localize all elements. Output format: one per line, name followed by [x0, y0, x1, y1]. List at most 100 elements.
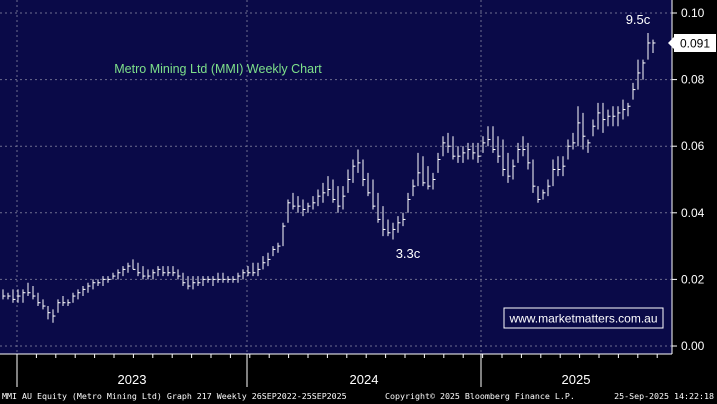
ohlc-bar: [97, 279, 101, 287]
ohlc-bar: [357, 149, 361, 173]
ohlc-bar: [432, 172, 436, 190]
ohlc-bar: [12, 289, 16, 303]
ohlc-bar: [482, 136, 486, 153]
last-price-pointer: [668, 37, 674, 49]
ohlc-bar: [207, 276, 211, 283]
footer-copyright: Copyright© 2025 Bloomberg Finance L.P.: [385, 391, 575, 401]
x-year-label: 2024: [350, 372, 379, 387]
ohlc-bar: [227, 276, 231, 283]
ohlc-bar: [102, 276, 106, 287]
ohlc-bar: [417, 152, 421, 187]
ohlc-bar: [182, 272, 186, 287]
ohlc-bar: [137, 262, 141, 277]
y-tick-label: 0.02: [681, 272, 705, 286]
ohlc-bar: [267, 252, 271, 267]
annotation-high-label: 9.5c: [626, 12, 651, 27]
ohlc-bar: [262, 256, 266, 270]
ohlc-bar: [347, 169, 351, 193]
ohlc-bar: [282, 222, 286, 247]
ohlc-bar: [172, 266, 176, 277]
ohlc-bar: [547, 179, 551, 197]
y-tick-label: 0.00: [681, 339, 705, 353]
ohlc-bar: [612, 106, 616, 127]
ohlc-bar: [617, 106, 621, 127]
ohlc-bar: [52, 309, 56, 323]
ohlc-bar: [37, 292, 41, 307]
ohlc-bar: [297, 196, 301, 213]
ohlc-bar: [152, 269, 156, 280]
ohlc-bar: [557, 156, 561, 177]
ohlc-bar: [552, 159, 556, 187]
ohlc-bar: [237, 272, 241, 283]
ohlc-bar: [572, 132, 576, 150]
ohlc-bar: [57, 299, 61, 313]
ohlc-bar: [312, 196, 316, 210]
ohlc-bar: [307, 202, 311, 213]
ohlc-bar: [452, 136, 456, 160]
ohlc-bar: [302, 199, 306, 217]
ohlc-bar: [577, 106, 581, 147]
ohlc-bar: [62, 296, 66, 307]
x-year-label: 2023: [118, 372, 147, 387]
ohlc-bar: [92, 279, 96, 290]
ohlc-bar: [372, 179, 376, 210]
ohlc-bar: [217, 272, 221, 283]
ohlc-bar: [17, 289, 21, 303]
ohlc-bar: [442, 136, 446, 157]
ohlc-bar: [87, 282, 91, 293]
annotation-low-label: 3.3c: [396, 246, 421, 261]
ohlc-bar: [212, 276, 216, 287]
ohlc-bar: [162, 266, 166, 277]
ohlc-bar: [242, 269, 246, 280]
x-axis: 2023 2024 2025: [0, 353, 672, 387]
ohlc-bar: [562, 156, 566, 177]
ohlc-bar: [602, 102, 606, 133]
ohlc-bar: [32, 286, 36, 300]
watermark-url: www.marketmatters.com.au: [508, 312, 657, 326]
ohlc-bar: [187, 276, 191, 290]
y-tick-label: 0.04: [681, 206, 705, 220]
ohlc-bar: [272, 246, 276, 257]
ohlc-bar: [252, 262, 256, 277]
ohlc-bar: [112, 272, 116, 280]
ohlc-bar: [82, 286, 86, 297]
x-year-label: 2025: [562, 372, 591, 387]
ohlc-bar: [492, 126, 496, 153]
ohlc-bar: [597, 102, 601, 130]
ohlc-bar: [507, 152, 511, 183]
last-price-value: 0.091: [680, 37, 710, 51]
ohlc-bar: [607, 109, 611, 127]
watermark-box[interactable]: www.marketmatters.com.au: [503, 307, 664, 329]
ohlc-bar: [637, 59, 641, 90]
ohlc-bar: [537, 186, 541, 203]
ohlc-bar: [627, 102, 631, 117]
ohlc-bar: [362, 159, 366, 187]
ohlc-bar: [502, 139, 506, 177]
ohlc-bar: [117, 269, 121, 280]
ohlc-bar: [487, 126, 491, 147]
ohlc-bar: [382, 206, 386, 237]
ohlc-bar: [132, 259, 136, 270]
ohlc-bar: [42, 299, 46, 310]
ohlc-bar: [47, 306, 51, 320]
y-tick-label: 0.06: [681, 139, 705, 153]
ohlc-bar: [467, 142, 471, 160]
ohlc-bar: [317, 189, 321, 207]
last-price-box: [674, 34, 716, 52]
ohlc-bar: [332, 179, 336, 203]
ohlc-bar: [622, 99, 626, 120]
footer-timestamp: 25-Sep-2025 14:22:18: [614, 391, 714, 401]
ohlc-bar: [222, 272, 226, 283]
ohlc-bar: [342, 186, 346, 210]
chart-title: Metro Mining Ltd (MMI) Weekly Chart: [114, 62, 322, 76]
y-tick-label: 0.10: [681, 6, 705, 20]
ohlc-bar: [277, 242, 281, 253]
ohlc-bar: [647, 32, 651, 60]
ohlc-bar: [147, 269, 151, 280]
ohlc-bar: [352, 159, 356, 183]
ohlc-bar: [77, 289, 81, 300]
ohlc-bar: [632, 82, 636, 100]
ohlc-bar: [142, 266, 146, 280]
